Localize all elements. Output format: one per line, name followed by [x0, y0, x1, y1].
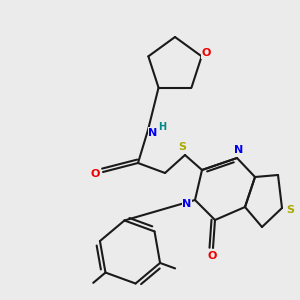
Text: N: N: [234, 145, 244, 155]
Text: O: O: [90, 169, 100, 179]
Text: N: N: [148, 128, 158, 138]
Text: O: O: [207, 251, 217, 261]
Text: S: S: [286, 205, 294, 215]
Text: S: S: [178, 142, 186, 152]
Text: O: O: [202, 48, 211, 58]
Text: N: N: [182, 199, 192, 209]
Text: H: H: [158, 122, 166, 132]
